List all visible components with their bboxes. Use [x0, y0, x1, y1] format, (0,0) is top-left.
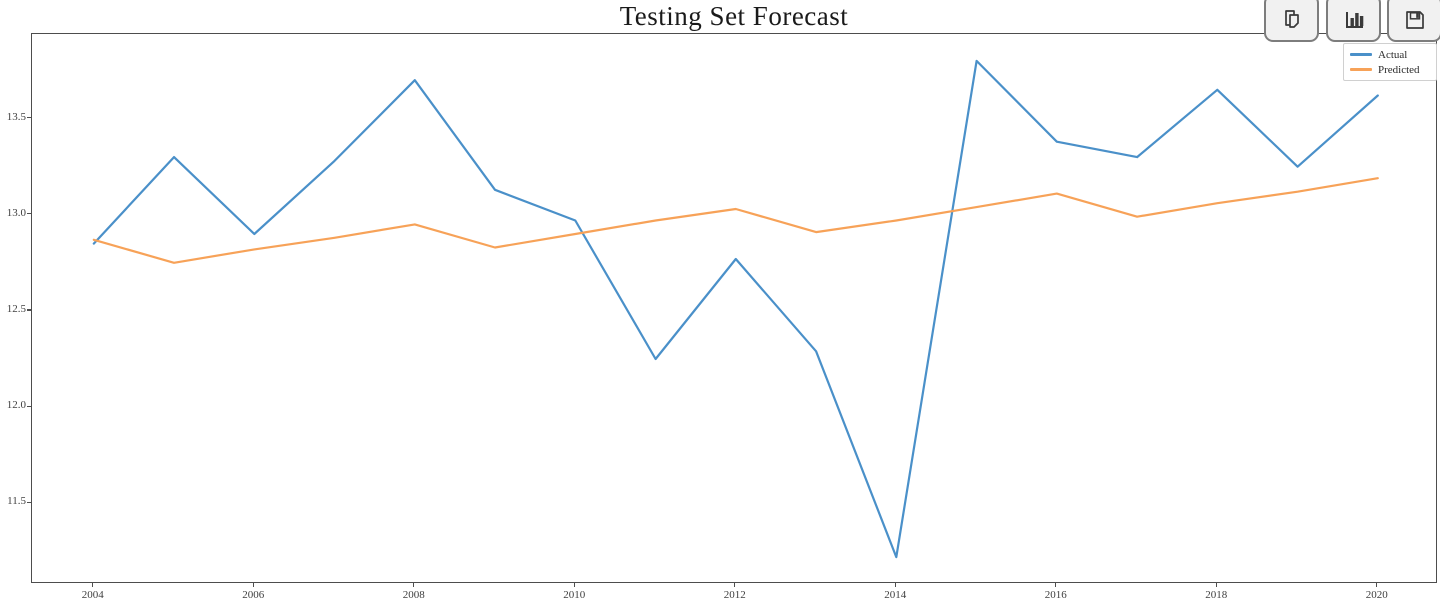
x-tick-mark [1376, 583, 1378, 587]
legend-label: Actual [1378, 48, 1408, 61]
x-tick-mark [413, 583, 415, 587]
x-tick-mark [573, 583, 575, 587]
legend-label: Predicted [1378, 63, 1420, 76]
x-tick-label: 2012 [723, 589, 746, 601]
line-chart [92, 59, 1379, 559]
plot-area [31, 33, 1437, 583]
y-tick-mark [27, 213, 31, 215]
x-tick-mark [252, 583, 254, 587]
x-tick-label: 2016 [1044, 589, 1067, 601]
x-tick-label: 2020 [1365, 589, 1388, 601]
save-icon [1405, 11, 1424, 29]
y-tick-label: 13.0 [6, 206, 26, 219]
chart-title: Testing Set Forecast [619, 1, 849, 31]
x-tick-mark [1055, 583, 1057, 587]
x-tick-mark [1215, 583, 1217, 587]
copy-button[interactable] [1264, 0, 1319, 42]
bar-chart-icon [1345, 12, 1363, 28]
legend: Actual Predicted [1343, 43, 1437, 81]
x-tick-label: 2006 [242, 589, 265, 601]
y-tick-label: 12.5 [6, 302, 26, 315]
predicted-line-swatch-icon [1350, 68, 1372, 71]
y-tick-mark [27, 501, 31, 503]
x-tick-mark [734, 583, 736, 587]
y-tick-label: 13.5 [6, 110, 26, 123]
actual-line-swatch-icon [1350, 53, 1372, 56]
line-series-actual [92, 59, 1379, 559]
y-tick-mark [27, 309, 31, 311]
legend-entry-actual: Actual [1350, 48, 1430, 62]
x-tick-label: 2018 [1205, 589, 1228, 601]
legend-entry-predicted: Predicted [1350, 63, 1430, 77]
save-button[interactable] [1387, 0, 1440, 42]
x-tick-mark [92, 583, 94, 587]
line-series-predicted [92, 177, 1379, 264]
x-tick-label: 2004 [81, 589, 104, 601]
y-tick-mark [27, 117, 31, 119]
x-tick-label: 2010 [563, 589, 586, 601]
x-tick-mark [894, 583, 896, 587]
y-tick-mark [27, 405, 31, 407]
x-tick-label: 2014 [884, 589, 907, 601]
y-tick-label: 11.5 [7, 495, 26, 508]
x-tick-label: 2008 [402, 589, 425, 601]
chart-button[interactable] [1326, 0, 1381, 42]
y-tick-label: 12.0 [6, 399, 26, 412]
copy-icon [1284, 10, 1299, 28]
